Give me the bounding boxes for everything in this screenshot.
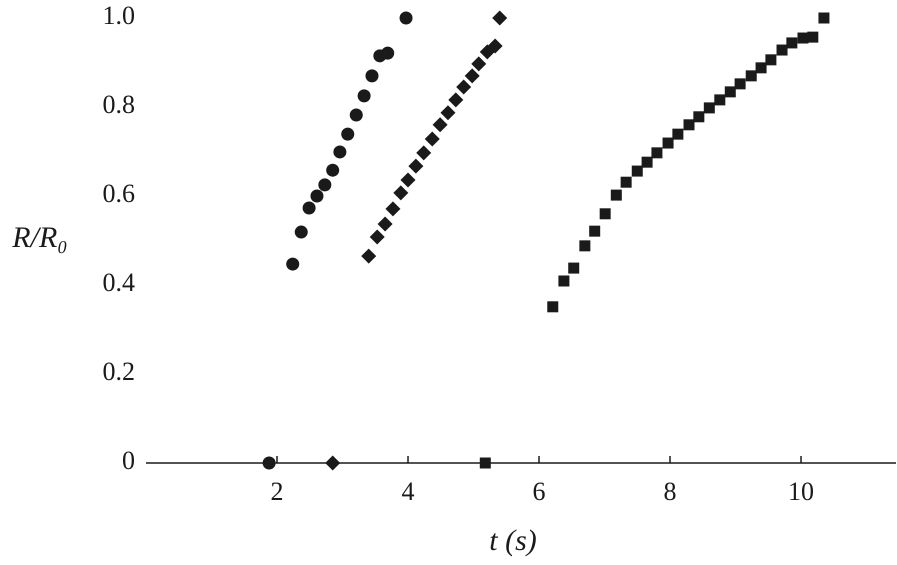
x-tick-label: 2 [271, 477, 284, 506]
data-point [651, 147, 663, 159]
data-point [558, 275, 570, 287]
x-tick-label: 6 [533, 477, 546, 506]
data-point [547, 301, 559, 313]
data-point [599, 208, 611, 220]
data-point [776, 44, 788, 56]
data-point [579, 240, 591, 252]
data-point [745, 70, 757, 82]
data-point [448, 92, 464, 108]
data-point [286, 257, 300, 271]
data-point [385, 201, 401, 217]
data-point [620, 176, 632, 188]
x-tick-label: 10 [788, 477, 814, 506]
data-point [341, 127, 355, 141]
data-point [797, 32, 809, 44]
data-point [325, 455, 341, 471]
data-point [703, 102, 715, 114]
data-point [568, 262, 580, 274]
data-point [357, 89, 371, 103]
data-point [262, 456, 276, 470]
data-point [714, 94, 726, 106]
data-point [464, 68, 480, 84]
data-point [302, 201, 316, 215]
data-point [424, 131, 440, 147]
y-axis-title: R/R₀ [11, 221, 67, 254]
data-point [589, 225, 601, 237]
y-tick-label: 0.2 [103, 357, 136, 386]
data-point [765, 54, 777, 66]
data-point [333, 145, 347, 159]
data-point [487, 38, 503, 54]
data-point [310, 189, 324, 203]
data-point [807, 31, 819, 43]
data-point [365, 69, 379, 83]
data-point [377, 216, 393, 232]
data-point [416, 145, 432, 161]
y-tick-label: 0.4 [103, 268, 136, 297]
data-point [641, 156, 653, 168]
data-point [440, 105, 456, 121]
data-point [399, 11, 413, 25]
y-tick-label: 0.8 [103, 90, 136, 119]
data-point [683, 119, 695, 131]
data-point [349, 108, 363, 122]
y-tick-label: 0.6 [103, 179, 136, 208]
data-point [610, 189, 622, 201]
data-point [400, 172, 416, 188]
data-point [662, 137, 674, 149]
data-point [432, 117, 448, 133]
data-point [724, 86, 736, 98]
data-point [294, 225, 308, 239]
data-point [393, 185, 409, 201]
data-point [456, 79, 472, 95]
x-tick-label: 4 [402, 477, 415, 506]
data-point [755, 62, 767, 74]
data-point [471, 56, 487, 72]
data-point [734, 78, 746, 90]
data-point [326, 163, 340, 177]
data-point [672, 128, 684, 140]
y-tick-label: 0 [122, 446, 135, 475]
data-point [818, 12, 830, 24]
data-point [479, 457, 491, 469]
x-axis-title: t (s) [489, 524, 537, 557]
data-point [631, 165, 643, 177]
data-point [369, 229, 385, 245]
data-point [361, 248, 377, 264]
data-point [408, 158, 424, 174]
data-point [492, 10, 508, 26]
data-point [318, 178, 332, 192]
data-point [693, 111, 705, 123]
x-tick-label: 8 [664, 477, 677, 506]
data-point [381, 46, 395, 60]
y-tick-label: 1.0 [103, 1, 136, 30]
data-point [786, 37, 798, 49]
